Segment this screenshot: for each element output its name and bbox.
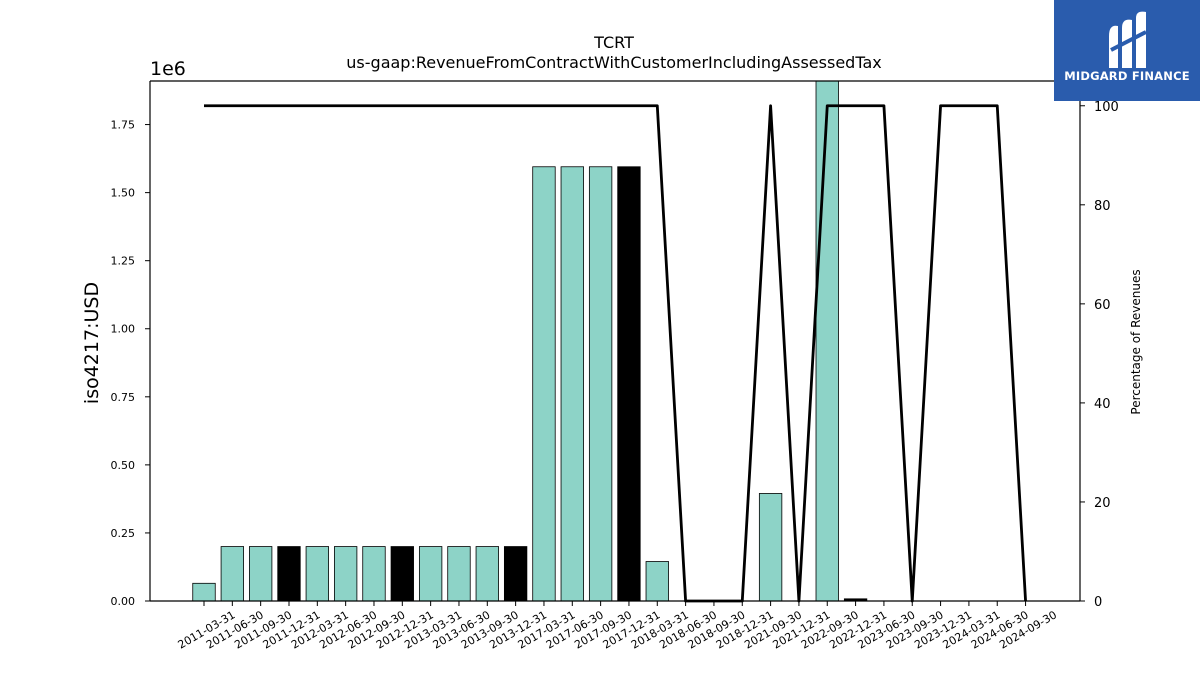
bar xyxy=(249,546,273,601)
y-tick-label: 1.50 xyxy=(111,187,136,200)
y-tick-label: 0.25 xyxy=(111,527,136,540)
bar xyxy=(645,561,669,601)
line-group xyxy=(204,104,1027,603)
y2-tick-label: 20 xyxy=(1094,496,1111,511)
y2-tick-label: 80 xyxy=(1094,199,1111,214)
chart-title: TCRT xyxy=(593,33,634,52)
brand-logo: MIDGARD FINANCE xyxy=(1054,0,1200,101)
bars-group xyxy=(192,81,868,601)
bar xyxy=(475,546,499,601)
y-tick-label: 1.25 xyxy=(111,255,136,268)
y-ticks-group: 0.00 0.25 0.50 0.75 1.00 1.25 1.50 1.75 xyxy=(111,119,150,608)
y-offset-label: 1e6 xyxy=(150,58,186,80)
bar xyxy=(588,166,613,601)
bar xyxy=(503,546,528,601)
y-tick-label: 0.75 xyxy=(111,391,136,404)
bar xyxy=(192,582,216,601)
bar xyxy=(843,598,868,601)
bar xyxy=(532,166,556,601)
axes-group xyxy=(149,80,1081,602)
bar xyxy=(333,546,358,601)
logo-text: MIDGARD FINANCE xyxy=(1064,69,1190,83)
bar xyxy=(277,546,301,601)
bar xyxy=(815,81,839,601)
y2-tick-label: 60 xyxy=(1094,298,1111,313)
y-axis-label: iso4217:USD xyxy=(81,282,103,404)
bar xyxy=(362,546,386,601)
bar xyxy=(617,166,641,601)
y2-ticks-group: 0 20 40 60 80 100 xyxy=(1080,100,1119,610)
bar xyxy=(418,546,443,601)
series-line xyxy=(204,104,1027,603)
bar xyxy=(390,546,414,601)
y-tick-label: 1.75 xyxy=(111,119,136,132)
bar xyxy=(220,546,244,601)
y2-tick-label: 100 xyxy=(1094,100,1119,115)
chart-subtitle: us-gaap:RevenueFromContractWithCustomerI… xyxy=(346,53,881,72)
y-tick-label: 0.50 xyxy=(111,459,136,472)
y-tick-label: 0.00 xyxy=(111,595,136,608)
bar xyxy=(305,546,329,601)
x-ticks-group: 2011-03-312011-06-302011-09-302011-12-31… xyxy=(176,601,1059,652)
y2-tick-label: 40 xyxy=(1094,397,1111,412)
y-tick-label: 1.00 xyxy=(111,323,136,336)
bar xyxy=(560,166,584,601)
bar xyxy=(758,493,783,601)
logo-mark-icon xyxy=(1109,11,1147,68)
bar xyxy=(447,546,471,601)
y2-tick-label: 0 xyxy=(1094,595,1102,610)
y2-axis-label: Percentage of Revenues xyxy=(1129,269,1143,414)
